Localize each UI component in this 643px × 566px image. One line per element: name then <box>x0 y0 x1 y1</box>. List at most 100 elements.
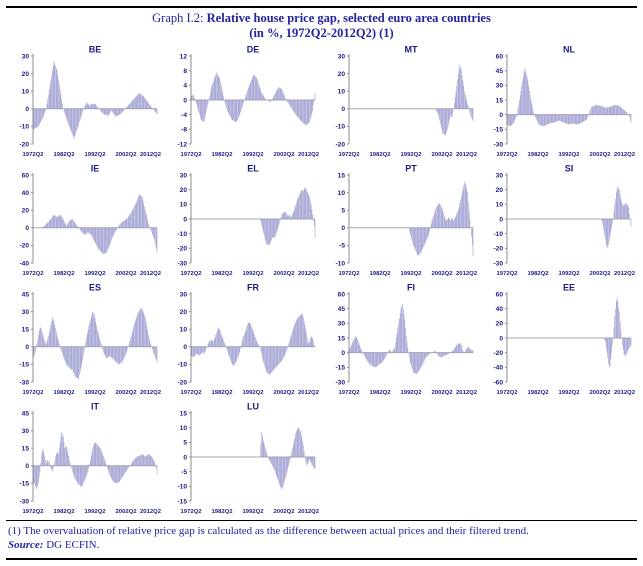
chart-svg-IT: 45 30 15 0 -15 -30 1972Q2 1982Q2 1992Q2 2002Q2 201… <box>19 402 161 516</box>
bars-DE <box>190 72 316 126</box>
xtick-label: 2012Q2 <box>140 152 162 158</box>
ytick-label: 0 <box>25 106 29 113</box>
xtick-label: 1972Q2 <box>181 509 203 515</box>
xtick-label: 1972Q2 <box>23 509 45 515</box>
bars-PT <box>409 182 474 256</box>
ytick-label: 4 <box>183 83 187 90</box>
ytick-label: 10 <box>180 202 188 209</box>
xtick-label: 1992Q2 <box>401 390 423 396</box>
ytick-label: 0 <box>183 97 187 104</box>
ytick-label: -30 <box>493 141 503 148</box>
chart-svg-SI: 30 20 10 0 -10 -20 -30 1972Q2 1982Q2 1992Q2 2002Q2… <box>493 164 636 278</box>
chart-BE: 30 20 10 0 -10 -20 1972Q2 1982Q2 1992Q2 2002Q2 201… <box>8 44 162 161</box>
xtick-label: 2002Q2 <box>590 271 612 277</box>
bottom-rule <box>6 558 637 560</box>
chart-IT: 45 30 15 0 -15 -30 1972Q2 1982Q2 1992Q2 2002Q2 201… <box>8 401 162 518</box>
chart-svg-BE: 30 20 10 0 -10 -20 1972Q2 1982Q2 1992Q2 2002Q2 201… <box>19 45 162 159</box>
xtick-label: 1972Q2 <box>23 390 45 396</box>
xtick-label: 1992Q2 <box>85 152 107 158</box>
ytick-label: -30 <box>493 260 503 267</box>
bars-ES <box>32 308 158 379</box>
ytick-label: 15 <box>180 410 188 417</box>
source-value: DG ECFIN. <box>43 539 100 551</box>
bars-BE <box>32 61 158 139</box>
ytick-label: -40 <box>493 365 503 372</box>
bars-FI <box>348 303 474 375</box>
xtick-label: 1992Q2 <box>243 390 265 396</box>
xtick-label: 2002Q2 <box>590 390 612 396</box>
bars-MT <box>435 64 474 136</box>
ytick-label: -15 <box>177 498 187 505</box>
chart-title-LU: LU <box>247 402 259 412</box>
ytick-label: 45 <box>496 68 504 75</box>
bars-NL <box>506 67 632 127</box>
xtick-label: 1992Q2 <box>243 271 265 277</box>
chart-EL: 30 20 10 0 -10 -20 -30 1972Q2 1982Q2 1992Q2 2002Q2… <box>166 163 320 280</box>
chart-title-BE: BE <box>89 45 102 55</box>
ytick-label: 10 <box>338 190 346 197</box>
ytick-label: -30 <box>19 498 29 505</box>
ytick-label: -30 <box>335 379 345 386</box>
ytick-label: 20 <box>496 321 504 328</box>
chart-title-MT: MT <box>405 45 418 55</box>
ytick-label: 0 <box>341 106 345 113</box>
graph-title-block: Graph I.2: Relative house price gap, sel… <box>6 8 637 43</box>
ytick-label: 20 <box>180 187 188 194</box>
source-label: Source: <box>8 539 44 551</box>
ytick-label: 20 <box>496 187 504 194</box>
xtick-label: 2002Q2 <box>274 152 296 158</box>
xtick-label: 1992Q2 <box>559 271 581 277</box>
ytick-label: -20 <box>19 141 29 148</box>
ytick-label: 20 <box>22 71 30 78</box>
ytick-label: 30 <box>496 83 504 90</box>
xtick-label: 2012Q2 <box>614 271 636 277</box>
ytick-label: 30 <box>22 428 30 435</box>
ytick-label: -10 <box>177 231 187 238</box>
chart-svg-DE: 12 8 4 0 -4 -8 -12 1972Q2 1982Q2 1992Q2 2002Q2 2012… <box>177 45 319 159</box>
ytick-label: 30 <box>180 172 188 179</box>
ytick-label: -5 <box>181 469 187 476</box>
graph-title-prefix: Graph I.2: <box>152 11 204 25</box>
xtick-label: 2002Q2 <box>116 152 138 158</box>
ytick-label: -10 <box>19 124 29 131</box>
ytick-label: 15 <box>22 327 30 334</box>
chart-svg-LU: 15 10 5 0 -5 -10 -15 1972Q2 1982Q2 1992Q2 2002Q2 20… <box>177 402 320 516</box>
ytick-label: 10 <box>180 425 188 432</box>
xtick-label: 1992Q2 <box>85 390 107 396</box>
xtick-label: 2012Q2 <box>140 390 162 396</box>
ytick-label: -15 <box>335 365 345 372</box>
ytick-label: 0 <box>183 216 187 223</box>
ytick-label: 20 <box>180 309 188 316</box>
xtick-label: 2012Q2 <box>298 271 320 277</box>
ytick-label: 10 <box>338 89 346 96</box>
ytick-label: 20 <box>22 208 30 215</box>
xtick-label: 2012Q2 <box>614 390 636 396</box>
xtick-label: 2012Q2 <box>456 390 478 396</box>
ytick-label: 15 <box>496 97 504 104</box>
ytick-label: -8 <box>181 127 187 134</box>
xtick-label: 2012Q2 <box>298 509 320 515</box>
ytick-label: 15 <box>338 172 346 179</box>
ytick-label: -40 <box>19 260 29 267</box>
source-line: Source: DG ECFIN. <box>8 538 635 552</box>
ytick-label: -10 <box>177 484 187 491</box>
chart-NL: 60 45 30 15 0 -15 -30 1972Q2 1982Q2 1992Q2 2002Q2 2… <box>482 44 636 161</box>
footnote-text: (1) The overvaluation of relative price … <box>8 525 529 537</box>
chart-LU: 15 10 5 0 -5 -10 -15 1972Q2 1982Q2 1992Q2 2002Q2 20… <box>166 401 320 518</box>
xtick-label: 1982Q2 <box>528 152 550 158</box>
xtick-label: 1982Q2 <box>212 390 234 396</box>
xtick-label: 1972Q2 <box>497 390 519 396</box>
bars-FR <box>190 313 315 375</box>
chart-title-PT: PT <box>405 164 417 174</box>
chart-title-DE: DE <box>247 45 260 55</box>
ytick-label: 60 <box>496 291 504 298</box>
xtick-label: 2002Q2 <box>432 152 454 158</box>
top-rule <box>6 6 637 8</box>
footer-block: (1) The overvaluation of relative price … <box>6 520 637 556</box>
ytick-label: 0 <box>25 344 29 351</box>
ytick-label: -20 <box>493 246 503 253</box>
xtick-label: 1992Q2 <box>559 390 581 396</box>
xtick-label: 1982Q2 <box>54 152 76 158</box>
ytick-label: 20 <box>338 71 346 78</box>
chart-title-SI: SI <box>565 164 574 174</box>
